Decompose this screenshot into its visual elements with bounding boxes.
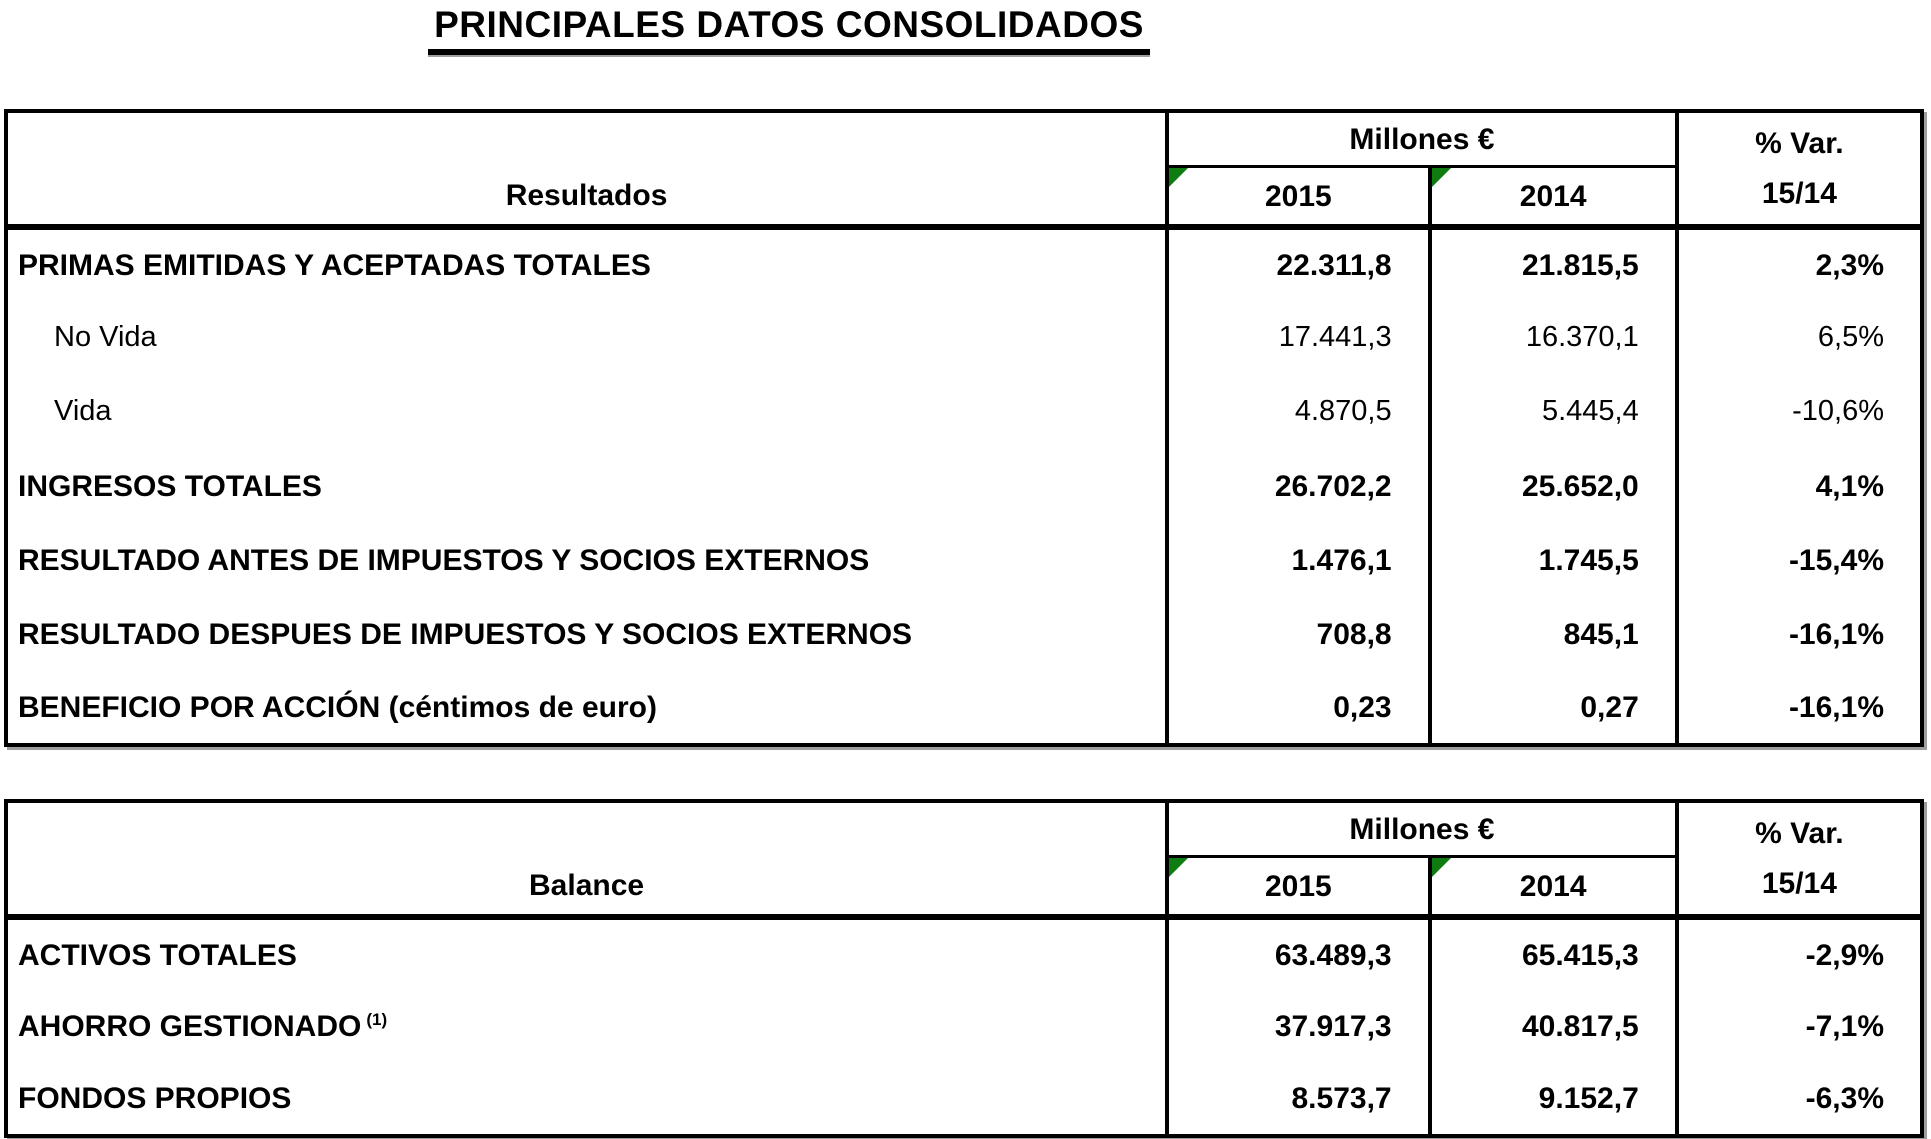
value-var: -6,3% [1805,1082,1884,1115]
value-2015: 26.702,2 [1167,449,1432,523]
row-label: RESULTADO ANTES DE IMPUESTOS Y SOCIOS EX… [6,523,1170,597]
table-row: FONDOS PROPIOS 8.573,7 9.152,7 -6,3% [6,1063,1922,1136]
value-2014: 16.370,1 [1429,301,1679,375]
value-var: 6,5% [1817,321,1884,354]
row-label: AHORRO GESTIONADO (1) [6,990,1170,1063]
table-row: INGRESOS TOTALES 26.702,2 25.652,0 4,1% [6,449,1922,523]
value-2014: 1.745,5 [1429,523,1679,597]
var-header-line1: % Var. [1755,126,1844,160]
resultados-table: Resultados Millones € % Var. 15/14 2015 … [4,109,1924,747]
units-header: Millones € [1167,801,1679,858]
value-2015: 37.917,3 [1167,990,1432,1063]
section-header-balance: Balance [6,801,1170,920]
header-row-units: Balance Millones € % Var. 15/14 [6,801,1922,920]
value-var: -7,1% [1805,1010,1884,1043]
year-label: 2015 [1264,179,1332,213]
year-label: 2015 [1264,869,1332,903]
header-row-years: 2015 2014 [6,166,1922,230]
year-header-2015: 2015 [1167,856,1432,920]
value-2014: 40.817,5 [1429,990,1679,1063]
table-row: No Vida 17.441,3 16.370,1 6,5% [6,301,1922,375]
row-label: No Vida [6,301,1170,375]
value-2014: 25.652,0 [1429,449,1679,523]
year-label: 2014 [1519,869,1587,903]
balance-table: Balance Millones € % Var. 15/14 2015 201… [4,799,1924,1138]
value-2015: 708,8 [1167,597,1432,671]
page-title: PRINCIPALES DATOS CONSOLIDADOS [428,4,1150,55]
value-var: 2,3% [1815,249,1884,282]
table-row: AHORRO GESTIONADO (1) 37.917,3 40.817,5 -… [6,990,1922,1063]
cell-corner-marker-icon [1431,168,1451,187]
table-row: BENEFICIO POR ACCIÓN (céntimos de euro) … [6,671,1922,745]
value-2015: 1.476,1 [1167,523,1432,597]
value-var: -10,6% [1792,395,1884,428]
value-2014: 0,27 [1429,671,1679,745]
var-header-line2: 15/14 [1761,176,1837,210]
var-header-line1: % Var. [1755,816,1844,850]
table-row: RESULTADO ANTES DE IMPUESTOS Y SOCIOS EX… [6,523,1922,597]
header-row-units: Resultados Millones € % Var. 15/14 [6,111,1922,230]
cell-corner-marker-icon [1169,168,1189,187]
value-2014: 9.152,7 [1429,1063,1679,1136]
value-2015: 8.573,7 [1167,1063,1432,1136]
title-row: PRINCIPALES DATOS CONSOLIDADOS [0,0,1578,55]
row-label: Vida [6,375,1170,449]
units-header: Millones € [1167,111,1679,168]
var-header-line2: 15/14 [1761,866,1837,900]
var-header: % Var. 15/14 [1676,801,1922,920]
value-var: -15,4% [1788,543,1884,577]
value-var: -16,1% [1788,617,1884,651]
section-header-resultados: Resultados [6,111,1170,230]
value-var: -2,9% [1805,938,1884,972]
table-row: ACTIVOS TOTALES 63.489,3 65.415,3 -2,9% [6,917,1922,990]
year-label: 2014 [1519,179,1587,213]
row-label: INGRESOS TOTALES [6,449,1170,523]
year-header-2015: 2015 [1167,166,1432,230]
footnote-marker: (1) [366,1010,388,1029]
value-2014: 21.815,5 [1429,227,1679,301]
value-2014: 65.415,3 [1429,917,1679,990]
row-label: RESULTADO DESPUES DE IMPUESTOS Y SOCIOS … [6,597,1170,671]
cell-corner-marker-icon [1169,858,1189,877]
cell-corner-marker-icon [1431,858,1451,877]
value-var: -16,1% [1788,690,1884,724]
year-header-2014: 2014 [1429,166,1679,230]
value-2015: 4.870,5 [1167,375,1432,449]
table-row: PRIMAS EMITIDAS Y ACEPTADAS TOTALES 22.3… [6,227,1922,301]
var-header: % Var. 15/14 [1676,111,1922,230]
year-header-2014: 2014 [1429,856,1679,920]
value-2015: 0,23 [1167,671,1432,745]
value-2014: 5.445,4 [1429,375,1679,449]
table-row: RESULTADO DESPUES DE IMPUESTOS Y SOCIOS … [6,597,1922,671]
value-2015: 63.489,3 [1167,917,1432,990]
value-2015: 22.311,8 [1167,227,1432,301]
value-var: 4,1% [1815,469,1884,503]
header-row-years: 2015 2014 [6,856,1922,920]
value-2015: 17.441,3 [1167,301,1432,375]
row-label: BENEFICIO POR ACCIÓN (céntimos de euro) [6,671,1170,745]
value-2014: 845,1 [1429,597,1679,671]
row-label: PRIMAS EMITIDAS Y ACEPTADAS TOTALES [6,227,1170,301]
table-row: Vida 4.870,5 5.445,4 -10,6% [6,375,1922,449]
row-label: FONDOS PROPIOS [6,1063,1170,1136]
row-label: ACTIVOS TOTALES [6,917,1170,990]
